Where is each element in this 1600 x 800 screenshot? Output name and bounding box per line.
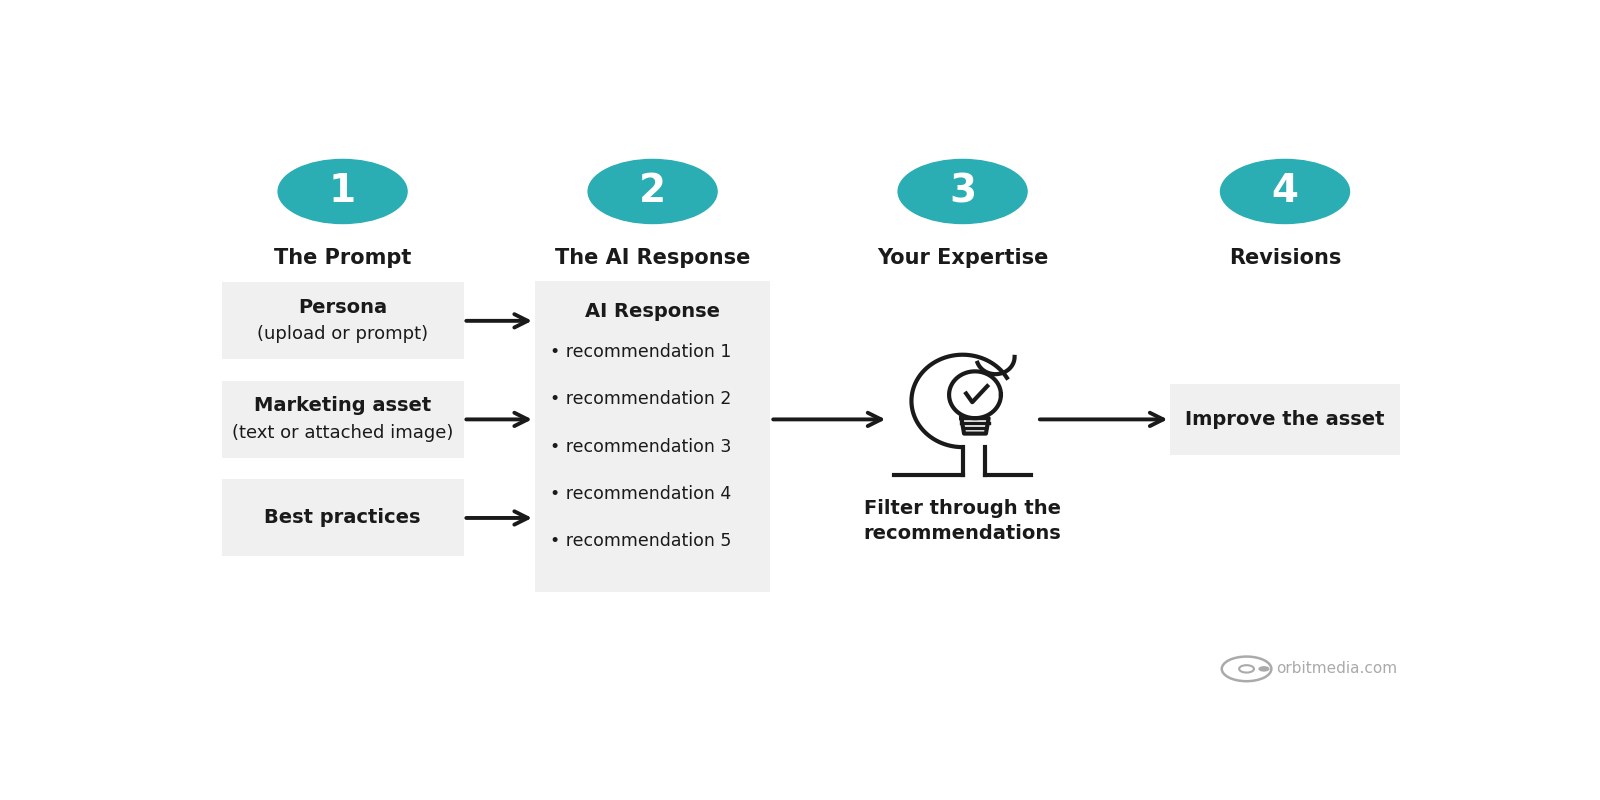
Text: 1: 1 xyxy=(330,173,357,210)
FancyBboxPatch shape xyxy=(222,381,464,458)
Text: 3: 3 xyxy=(949,173,976,210)
Text: • recommendation 4: • recommendation 4 xyxy=(550,485,731,503)
Text: The Prompt: The Prompt xyxy=(274,248,411,268)
Text: recommendations: recommendations xyxy=(864,524,1061,542)
FancyBboxPatch shape xyxy=(1170,384,1400,455)
Text: 2: 2 xyxy=(638,173,666,210)
Text: AI Response: AI Response xyxy=(586,302,720,321)
Text: Marketing asset: Marketing asset xyxy=(254,396,432,415)
Text: • recommendation 1: • recommendation 1 xyxy=(550,342,731,361)
Text: orbitmedia.com: orbitmedia.com xyxy=(1277,662,1397,676)
Text: 4: 4 xyxy=(1272,173,1299,210)
FancyBboxPatch shape xyxy=(222,479,464,557)
Text: • recommendation 3: • recommendation 3 xyxy=(550,438,731,455)
FancyBboxPatch shape xyxy=(222,282,464,359)
Text: Improve the asset: Improve the asset xyxy=(1186,410,1384,429)
Circle shape xyxy=(1258,666,1269,672)
Text: Filter through the: Filter through the xyxy=(864,499,1061,518)
Circle shape xyxy=(589,159,717,223)
FancyBboxPatch shape xyxy=(534,281,771,592)
Text: Persona: Persona xyxy=(298,298,387,317)
Text: Revisions: Revisions xyxy=(1229,248,1341,268)
Text: Your Expertise: Your Expertise xyxy=(877,248,1048,268)
Circle shape xyxy=(1221,159,1349,223)
Text: • recommendation 5: • recommendation 5 xyxy=(550,532,731,550)
Circle shape xyxy=(278,159,406,223)
Text: (upload or prompt): (upload or prompt) xyxy=(258,326,429,343)
Text: (text or attached image): (text or attached image) xyxy=(232,424,453,442)
Circle shape xyxy=(898,159,1027,223)
Text: Best practices: Best practices xyxy=(264,509,421,527)
Text: • recommendation 2: • recommendation 2 xyxy=(550,390,731,408)
Text: The AI Response: The AI Response xyxy=(555,248,750,268)
